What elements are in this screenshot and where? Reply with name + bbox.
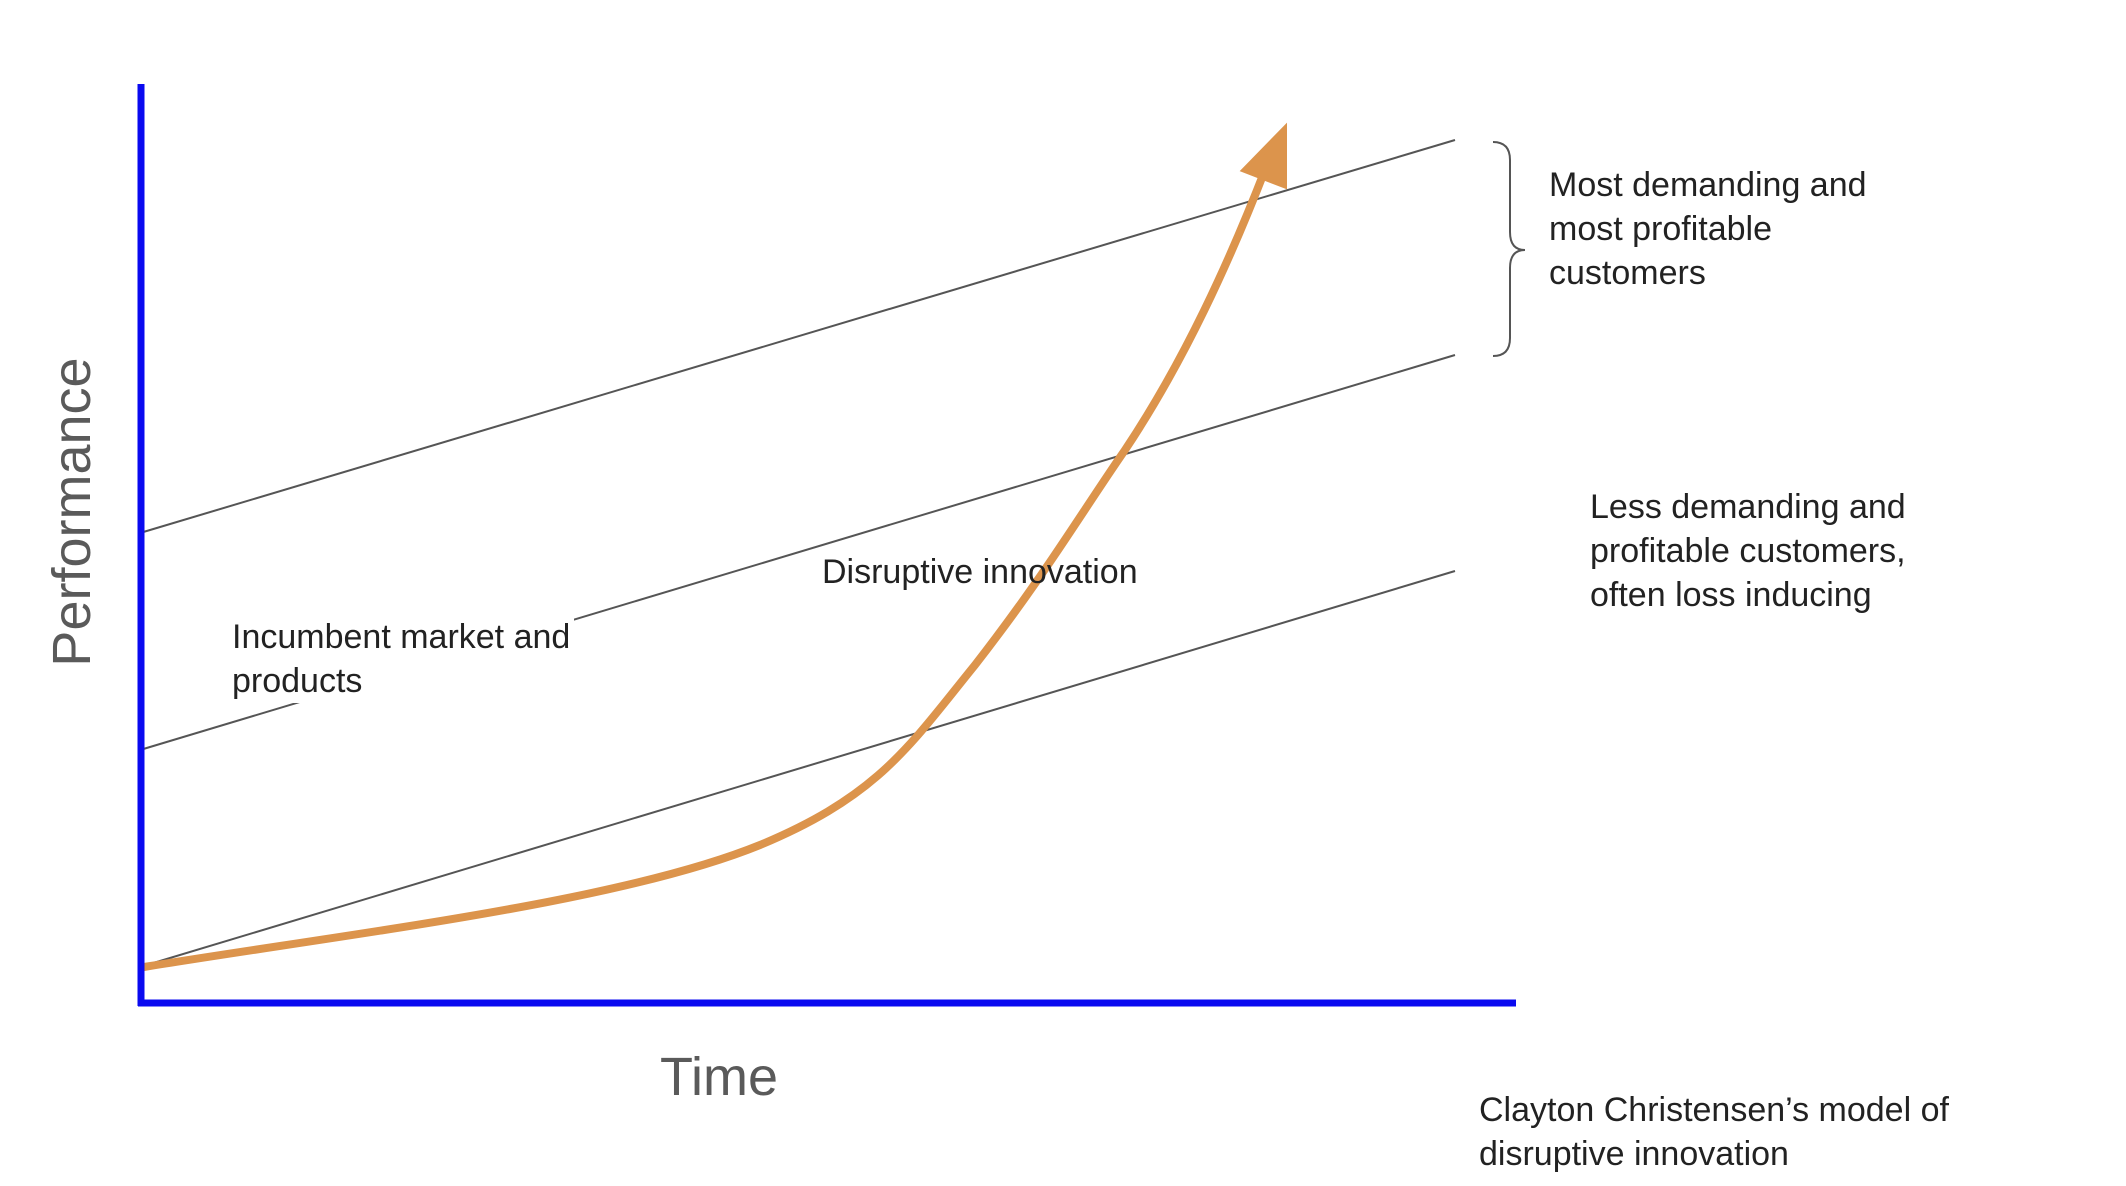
lower-band-label-line: profitable customers, bbox=[1590, 532, 1906, 571]
figure-caption-line: Clayton Christensen’s model of bbox=[1479, 1091, 1949, 1129]
disruptive-innovation-curve bbox=[140, 166, 1269, 971]
x-axis-title: Time bbox=[660, 1047, 778, 1107]
incumbent-label: Incumbent market and products bbox=[232, 615, 575, 704]
incumbent-label-line: products bbox=[232, 659, 363, 704]
lower-band-label-line: Less demanding and bbox=[1590, 488, 1906, 526]
lower-band-label: Less demanding and profitable customers,… bbox=[1590, 485, 1906, 618]
customer-band-bracket bbox=[1492, 141, 1526, 357]
bottom-performance-line bbox=[139, 570, 1456, 968]
top-band-label: Most demanding and most profitable custo… bbox=[1549, 163, 1867, 296]
curve-arrowhead bbox=[1239, 122, 1287, 190]
top-band-label-line: Most demanding and bbox=[1549, 166, 1867, 204]
figure-caption-line: disruptive innovation bbox=[1479, 1135, 1789, 1174]
top-band-label-line: customers bbox=[1549, 254, 1706, 293]
y-axis-title: Performance bbox=[42, 357, 102, 667]
top-performance-line bbox=[139, 139, 1456, 534]
disruptive-innovation-label: Disruptive innovation bbox=[822, 553, 1138, 591]
top-band-label-line: most profitable bbox=[1549, 210, 1772, 249]
incumbent-label-line: Incumbent market and bbox=[232, 618, 571, 656]
figure-caption: Clayton Christensen’s model of disruptiv… bbox=[1479, 1088, 1949, 1176]
lower-band-label-line: often loss inducing bbox=[1590, 576, 1872, 615]
